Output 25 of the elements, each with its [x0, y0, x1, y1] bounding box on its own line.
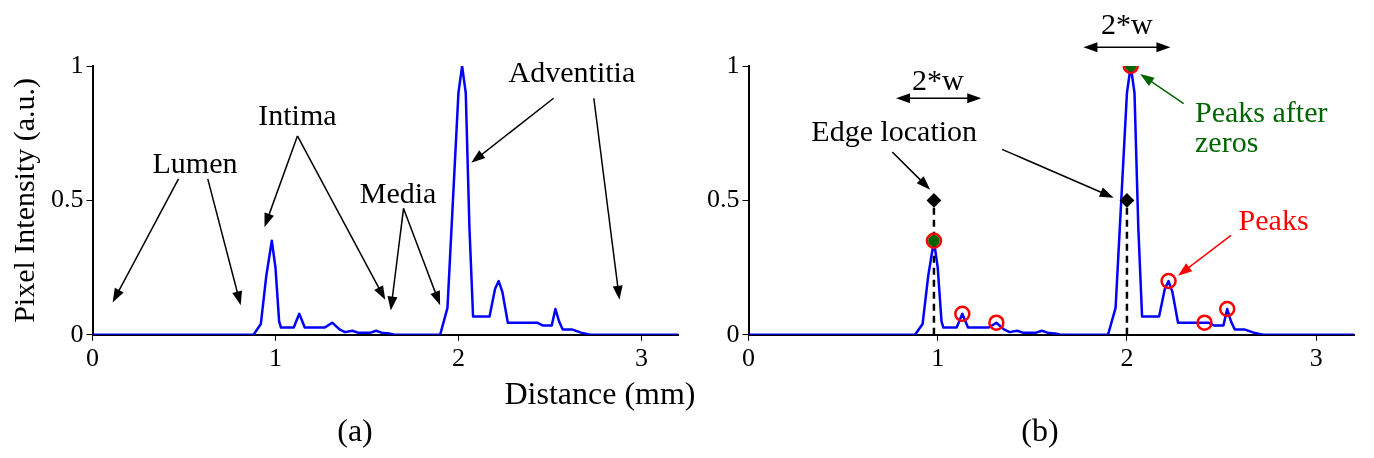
x-tick-label: 2 — [451, 343, 465, 373]
y-axis-title: Pixel Intensity (a.u.) — [6, 77, 41, 323]
y-tick-label: 0 — [726, 318, 740, 348]
annotation: Media — [359, 175, 437, 209]
text: Peaks — [1238, 202, 1309, 236]
y-tick-label: 0.5 — [707, 184, 740, 214]
legend-label: Edge location — [811, 114, 978, 148]
annotation: Lumen — [152, 146, 238, 180]
y-tick-label: 0.5 — [51, 184, 84, 214]
y-tick-label: 1 — [70, 49, 84, 79]
x-tick-label: 2 — [1120, 343, 1134, 373]
x-tick-label: 3 — [1309, 343, 1323, 373]
legend-label: Peaks after zeros — [1195, 95, 1328, 159]
x-axis-title: Distance (mm) — [504, 375, 696, 412]
y-tick-label: 0 — [70, 318, 84, 348]
annotation: Adventitia — [508, 54, 636, 88]
text: 2*w — [1101, 6, 1154, 40]
y-tick-label: 1 — [726, 49, 740, 79]
x-tick-label: 3 — [634, 343, 648, 373]
annotation: Intima — [258, 97, 337, 131]
text: (b) — [1021, 412, 1059, 449]
text: (a) — [337, 412, 373, 449]
annotation: 2*w — [911, 63, 964, 96]
x-tick-label: 1 — [931, 343, 945, 373]
x-tick-label: 1 — [268, 343, 282, 373]
